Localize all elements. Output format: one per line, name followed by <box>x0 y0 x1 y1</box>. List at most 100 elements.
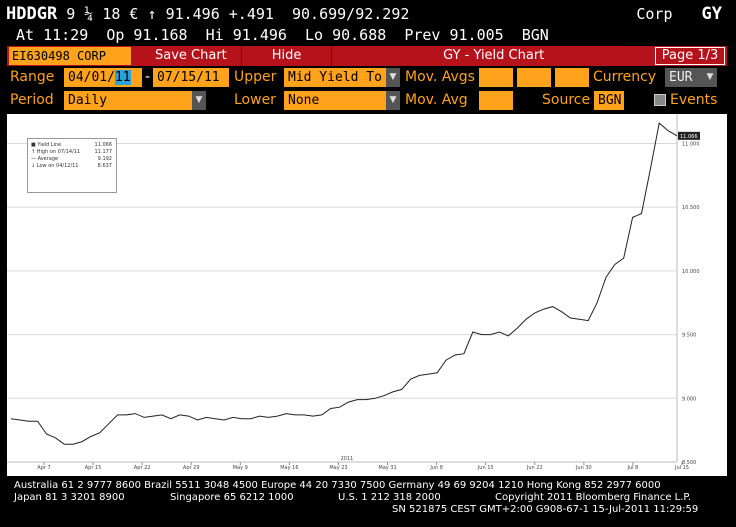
chevron-down-icon[interactable]: ▼ <box>703 68 717 87</box>
footer-phone-singapore: Singapore 65 6212 1000 <box>170 492 294 503</box>
events-label[interactable]: Events <box>670 92 718 108</box>
security-desc: 9 ¼ 18 € <box>66 5 139 23</box>
yield-chart: 8.500 9.000 9.500 10.000 10.500 11.000 Apr 7 Ap… <box>7 114 727 476</box>
security-header: HDDGR 9 ¼ 18 € ↑ 91.496 +.491 90.699/92.… <box>6 4 730 26</box>
legend-row-yield-line: ■ Yield Line 11.066 <box>31 142 113 148</box>
high-label: Hi <box>205 26 224 44</box>
x-tick-label: Jun 30 <box>575 465 592 471</box>
bloomberg-footer: Australia 61 2 9777 8600 Brazil 5511 304… <box>0 480 736 527</box>
mov-avgs-label: Mov. Avgs <box>405 69 475 85</box>
lower-mov-avg-input[interactable] <box>479 91 513 110</box>
source-label: Source <box>542 92 591 108</box>
high-price: 91.496 <box>232 26 287 44</box>
x-tick-label: Jun 8 <box>429 465 443 471</box>
y-tick-label: 10.500 <box>682 205 700 211</box>
upper-label: Upper <box>234 69 277 85</box>
sector-label: Corp <box>636 5 673 23</box>
page-indicator[interactable]: Page 1/3 <box>655 47 725 65</box>
range-label: Range <box>10 69 55 85</box>
legend-label: Yield Line <box>37 142 62 148</box>
x-tick-label: Apr 7 <box>37 465 50 471</box>
chart-legend: ■ Yield Line 11.066 ↑ High on 07/14/11 11.… <box>27 138 117 193</box>
source-input[interactable]: BGN <box>594 91 624 110</box>
lower-label: Lower <box>234 92 276 108</box>
footer-session-info: SN 521875 CEST GMT+2:00 G908-67-1 15-Jul… <box>392 504 699 515</box>
start-date-input[interactable]: 04/01/11 <box>64 68 142 87</box>
bid-ask: 90.699/92.292 <box>292 5 410 23</box>
series-line-yield <box>10 122 678 445</box>
x-tick-label: Jul 15 <box>674 465 689 471</box>
x-tick-label: Jun 22 <box>526 465 543 471</box>
period-select[interactable]: Daily <box>64 91 192 110</box>
start-date-text: 04/01/ <box>68 70 115 85</box>
lower-select[interactable]: None <box>284 91 386 110</box>
legend-label: High on 07/14/11 <box>36 149 81 155</box>
footer-copyright: Copyright 2011 Bloomberg Finance L.P. <box>495 492 692 503</box>
legend-row-low: ↓ Low on 04/12/11 8.637 <box>31 163 112 169</box>
legend-label: Average <box>37 156 59 162</box>
currency-select[interactable]: EUR <box>665 68 703 87</box>
footer-phones-1: Australia 61 2 9777 8600 Brazil 5511 304… <box>14 480 661 491</box>
open-price: 91.168 <box>133 26 188 44</box>
footer-phone-japan: Japan 81 3 3201 8900 <box>14 492 125 503</box>
x-tick-label: Jun 15 <box>477 465 494 471</box>
last-value-label: 11.066 <box>680 134 698 140</box>
x-tick-label: Apr 15 <box>85 465 102 471</box>
at-label: At <box>16 26 35 44</box>
events-checkbox[interactable] <box>654 94 666 106</box>
legend-value: 11.177 <box>94 149 113 155</box>
y-tick-label: 10.000 <box>682 269 700 275</box>
mov-avg-label: Mov. Avg <box>405 92 468 108</box>
chevron-down-icon[interactable]: ▼ <box>386 68 400 87</box>
mov-avg-3-input[interactable] <box>555 68 589 87</box>
start-date-highlight: 11 <box>114 70 131 85</box>
legend-row-average: — Average 9.192 <box>31 156 112 162</box>
y-tick-label: 9.000 <box>682 396 696 402</box>
quote-line: At 11:29 Op 91.168 Hi 91.496 Lo 90.688 P… <box>16 26 549 44</box>
up-arrow-icon: ↑ <box>147 5 157 23</box>
end-date-input[interactable]: 07/15/11 <box>153 68 229 87</box>
pricing-source: BGN <box>521 26 549 44</box>
x-tick-label: May 16 <box>280 465 298 471</box>
function-code: GY <box>701 4 722 24</box>
last-value-tag <box>678 131 700 140</box>
mov-avg-1-input[interactable] <box>479 68 513 87</box>
y-tick-label: 8.500 <box>682 460 696 466</box>
prev-label: Prev <box>404 26 441 44</box>
y-tick-label: 9.500 <box>682 333 696 339</box>
currency-label: Currency <box>593 69 657 85</box>
mov-avg-2-input[interactable] <box>517 68 551 87</box>
period-label: Period <box>10 92 54 108</box>
x-tick-label: Apr 22 <box>134 465 151 471</box>
x-tick-label: Apr 29 <box>183 465 200 471</box>
quote-time: 11:29 <box>43 26 89 44</box>
low-price: 90.688 <box>332 26 387 44</box>
ticker[interactable]: HDDGR <box>6 4 58 24</box>
prev-price: 91.005 <box>449 26 504 44</box>
upper-select[interactable]: Mid Yield To M <box>284 68 386 87</box>
legend-label: Low on 04/12/11 <box>36 163 79 169</box>
x-year-label: 2011 <box>341 456 354 462</box>
open-label: Op <box>106 26 125 44</box>
save-chart-button[interactable]: Save Chart <box>141 46 242 66</box>
yield-chart-svg: 8.500 9.000 9.500 10.000 10.500 11.000 Apr 7 Ap… <box>7 114 700 471</box>
legend-value: 8.637 <box>97 163 112 169</box>
chevron-down-icon[interactable]: ▼ <box>386 91 400 110</box>
x-tick-label: May 23 <box>329 465 347 471</box>
x-tick-label: May 31 <box>378 465 396 471</box>
x-tick-label: May 9 <box>233 465 248 471</box>
chart-title: GY - Yield Chart <box>443 48 545 63</box>
y-tick-label: 11.000 <box>682 141 700 147</box>
low-label: Lo <box>305 26 324 44</box>
legend-value: 11.066 <box>94 142 113 148</box>
x-tick-label: Jul 8 <box>627 465 639 471</box>
function-toolbar: EI630498 CORP Save Chart Hide GY - Yield… <box>7 46 727 66</box>
chart-controls: Range 04/01/11 - 07/15/11 Upper Mid Yiel… <box>7 66 727 112</box>
security-id-field[interactable]: EI630498 CORP <box>9 47 131 65</box>
chevron-down-icon[interactable]: ▼ <box>192 91 206 110</box>
price-change: +.491 <box>228 5 274 23</box>
legend-row-high: ↑ High on 07/14/11 11.177 <box>31 149 113 155</box>
legend-value: 9.192 <box>97 156 112 162</box>
footer-phone-us: U.S. 1 212 318 2000 <box>338 492 441 503</box>
hide-button[interactable]: Hide <box>242 46 333 66</box>
